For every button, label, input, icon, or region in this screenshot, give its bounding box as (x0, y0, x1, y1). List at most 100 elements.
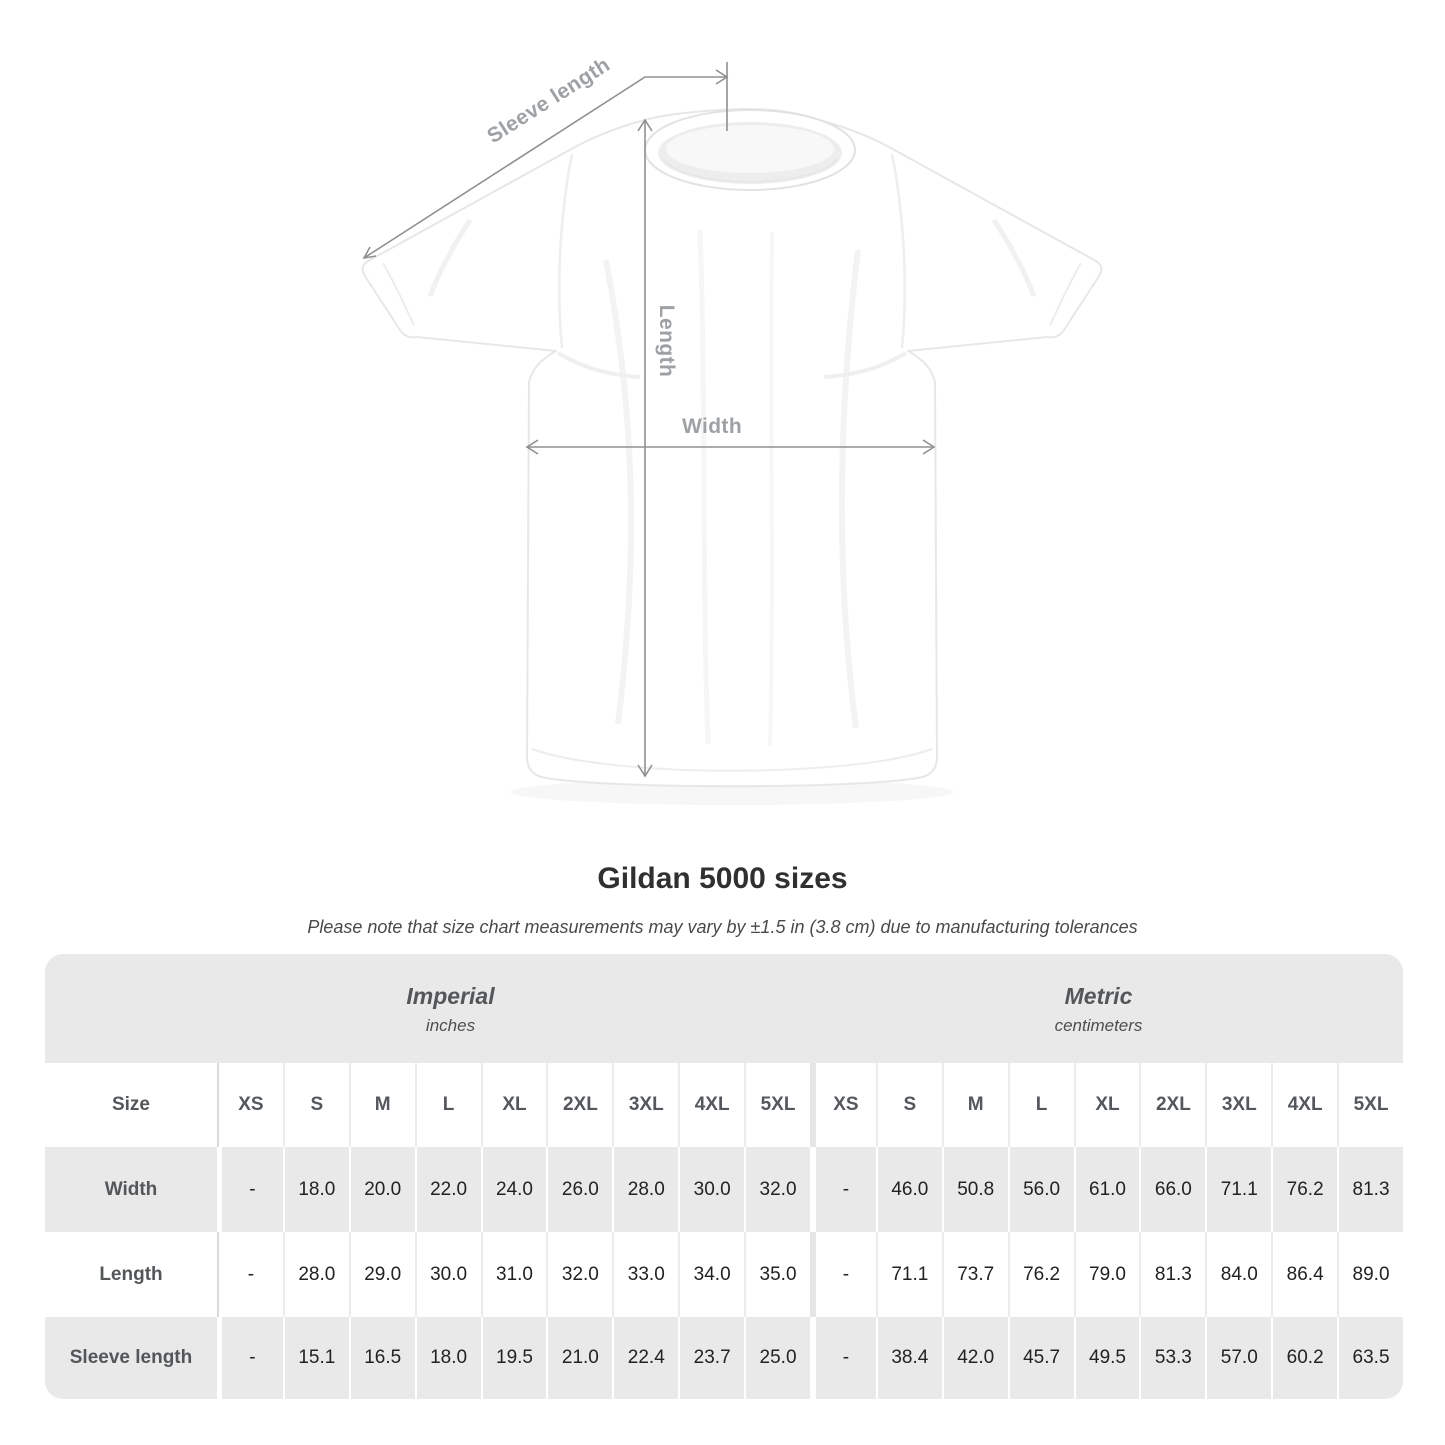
size-value-cell: 35.0 (744, 1232, 810, 1317)
table-header-row: Size XS S M L XL 2XL 3XL 4XL 5XL XS S M L XL 2XL 3XL 4XL 5… (45, 1063, 1403, 1147)
size-value-cell: 81.3 (1139, 1232, 1205, 1317)
size-table: Imperial inches Metric centimeters Size X… (45, 954, 1403, 1399)
size-value-cell: 34.0 (678, 1232, 744, 1317)
size-value-cell: - (217, 1232, 283, 1317)
tshirt-seams (382, 153, 1082, 772)
size-column-header: S (875, 1063, 942, 1147)
imperial-group-header: Imperial inches (45, 954, 810, 1063)
tolerance-note: Please note that size chart measurements… (307, 917, 1138, 937)
size-value-cell: 56.0 (1007, 1147, 1074, 1232)
size-value-cell: 16.5 (348, 1317, 415, 1399)
metric-group-header: Metric centimeters (810, 954, 1403, 1063)
imperial-title: Imperial (406, 983, 495, 1009)
width-measure-arrow (525, 439, 936, 455)
size-column-header: L (414, 1063, 481, 1147)
size-value-cell: 61.0 (1073, 1147, 1140, 1232)
size-value-cell: 28.0 (612, 1147, 678, 1232)
size-value-cell: 38.4 (875, 1317, 942, 1399)
tshirt-collar (644, 109, 856, 191)
size-value-cell: 50.8 (941, 1147, 1008, 1232)
size-value-cell: 76.2 (1007, 1232, 1074, 1317)
sleeve-length-measure-arrow (362, 62, 729, 260)
size-value-cell: - (809, 1147, 876, 1232)
size-value-cell: 45.7 (1007, 1317, 1074, 1399)
imperial-unit: inches (425, 1016, 476, 1035)
size-value-cell: 31.0 (480, 1232, 547, 1317)
size-column-header: M (941, 1063, 1008, 1147)
size-value-cell: 15.1 (282, 1317, 349, 1399)
size-value-cell: - (217, 1147, 283, 1232)
size-value-cell: 89.0 (1337, 1232, 1403, 1317)
size-value-cell: 71.1 (1205, 1147, 1271, 1232)
size-value-cell: - (809, 1317, 876, 1399)
size-value-cell: 32.0 (744, 1147, 810, 1232)
table-row: Length -28.0 29.0 30.0 31.0 32.0 33.0 34.0 35.0-… (45, 1232, 1403, 1317)
tshirt-diagram: Sleeve length Length Width (361, 53, 1103, 805)
size-column-header: XL (1073, 1063, 1140, 1147)
size-table-grid: Size XS S M L XL 2XL 3XL 4XL 5XL XS S M L XL 2XL 3XL 4XL 5… (45, 1063, 1403, 1399)
size-value-cell: 79.0 (1073, 1232, 1140, 1317)
size-value-cell: 25.0 (744, 1317, 810, 1399)
size-value-cell: 32.0 (546, 1232, 612, 1317)
size-column-header: 3XL (612, 1063, 678, 1147)
metric-unit: centimeters (1054, 1016, 1143, 1035)
size-value-cell: 71.1 (875, 1232, 942, 1317)
metric-title: Metric (1064, 983, 1133, 1009)
size-value-cell: 81.3 (1337, 1147, 1403, 1232)
size-column-header: 4XL (1271, 1063, 1337, 1147)
size-value-cell: 42.0 (941, 1317, 1008, 1399)
size-value-cell: 23.7 (678, 1317, 744, 1399)
size-column-header: 4XL (678, 1063, 744, 1147)
size-value-cell: 30.0 (414, 1232, 481, 1317)
size-value-cell: 20.0 (348, 1147, 415, 1232)
size-value-cell: 86.4 (1271, 1232, 1337, 1317)
size-value-cell: - (217, 1317, 283, 1399)
size-value-cell: 46.0 (875, 1147, 942, 1232)
tshirt-shadow (510, 779, 954, 805)
size-value-cell: 84.0 (1205, 1232, 1271, 1317)
size-value-cell: 19.5 (480, 1317, 547, 1399)
size-column-header: 3XL (1205, 1063, 1271, 1147)
size-value-cell: 29.0 (348, 1232, 415, 1317)
size-value-cell: 22.4 (612, 1317, 678, 1399)
size-value-cell: 49.5 (1073, 1317, 1140, 1399)
size-column-header: XS (809, 1063, 876, 1147)
size-value-cell: 33.0 (612, 1232, 678, 1317)
size-column-header: M (348, 1063, 415, 1147)
table-row: Sleeve length -15.1 16.5 18.0 19.5 21.0 22.4 23… (45, 1317, 1403, 1399)
size-column-header: L (1007, 1063, 1074, 1147)
unit-header-band: Imperial inches Metric centimeters (45, 954, 1403, 1063)
size-value-cell: 22.0 (414, 1147, 481, 1232)
size-value-cell: 21.0 (546, 1317, 612, 1399)
size-value-cell: 28.0 (282, 1232, 349, 1317)
size-value-cell: 66.0 (1139, 1147, 1205, 1232)
size-value-cell: 18.0 (414, 1317, 481, 1399)
page-title: Gildan 5000 sizes (597, 862, 848, 895)
size-column-header: XS (217, 1063, 283, 1147)
size-column-header: 5XL (1337, 1063, 1403, 1147)
size-value-cell: - (809, 1232, 876, 1317)
size-value-cell: 30.0 (678, 1147, 744, 1232)
size-column-header: 2XL (546, 1063, 612, 1147)
size-value-cell: 76.2 (1271, 1147, 1337, 1232)
tshirt-image (361, 62, 1103, 805)
size-value-cell: 57.0 (1205, 1317, 1271, 1399)
row-label: Sleeve length (69, 1347, 193, 1368)
size-value-cell: 53.3 (1139, 1317, 1205, 1399)
width-label: Width (681, 415, 743, 438)
size-column-header: S (282, 1063, 349, 1147)
size-value-cell: 18.0 (282, 1147, 349, 1232)
size-value-cell: 26.0 (546, 1147, 612, 1232)
size-value-cell: 60.2 (1271, 1317, 1337, 1399)
length-label: Length (655, 304, 678, 378)
size-value-cell: 63.5 (1337, 1317, 1403, 1399)
size-column-header: 5XL (744, 1063, 810, 1147)
length-measure-arrow (637, 118, 653, 778)
row-label: Width (104, 1178, 158, 1200)
row-label: Size (111, 1094, 151, 1115)
size-value-cell: 24.0 (480, 1147, 547, 1232)
size-value-cell: 73.7 (941, 1232, 1008, 1317)
row-label: Length (99, 1263, 163, 1285)
table-row: Width -18.0 20.0 22.0 24.0 26.0 28.0 30.0 32.0-4… (45, 1147, 1403, 1232)
